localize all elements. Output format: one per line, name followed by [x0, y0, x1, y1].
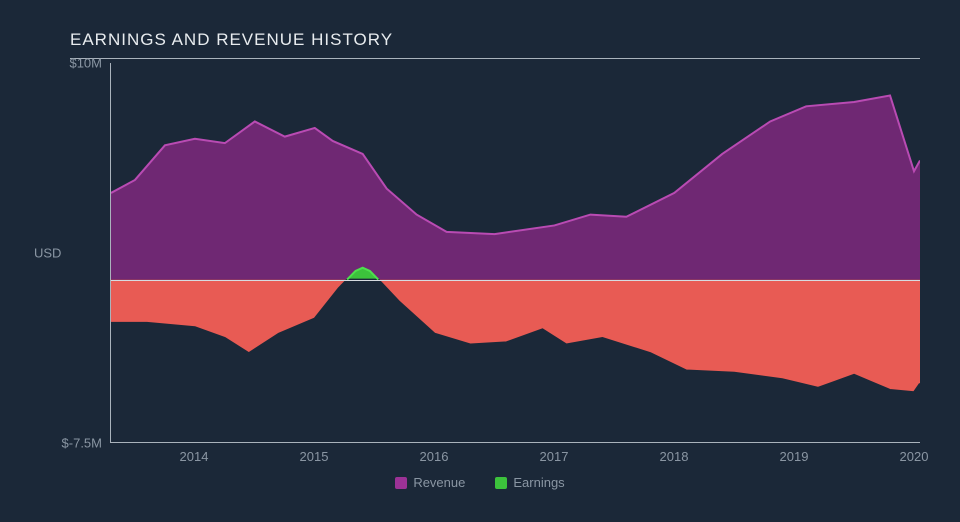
legend-label-revenue: Revenue [413, 475, 465, 490]
zero-line [111, 280, 920, 281]
x-tick: 2018 [660, 449, 689, 464]
plot-region [110, 63, 920, 443]
legend-swatch-revenue [395, 477, 407, 489]
y-tick: $-7.5M [62, 436, 102, 451]
legend: Revenue Earnings [40, 475, 920, 490]
x-tick: 2020 [900, 449, 929, 464]
chart-title: EARNINGS AND REVENUE HISTORY [70, 30, 920, 50]
x-axis: 2014201520162017201820192020 [110, 443, 920, 467]
chart-container: EARNINGS AND REVENUE HISTORY USD $10M$-7… [0, 0, 960, 522]
legend-swatch-earnings [495, 477, 507, 489]
title-rule [70, 58, 920, 59]
legend-item-earnings: Earnings [495, 475, 564, 490]
earnings-negative-area [111, 280, 920, 393]
y-axis: $10M$-7.5M [40, 63, 110, 443]
legend-item-revenue: Revenue [395, 475, 465, 490]
revenue-area [111, 95, 920, 279]
x-tick: 2017 [540, 449, 569, 464]
legend-label-earnings: Earnings [513, 475, 564, 490]
chart-area: USD $10M$-7.5M [40, 63, 920, 443]
x-tick: 2014 [180, 449, 209, 464]
x-tick: 2019 [780, 449, 809, 464]
y-tick: $10M [69, 56, 102, 71]
plot-svg [111, 63, 920, 442]
x-tick: 2016 [420, 449, 449, 464]
x-tick: 2015 [300, 449, 329, 464]
